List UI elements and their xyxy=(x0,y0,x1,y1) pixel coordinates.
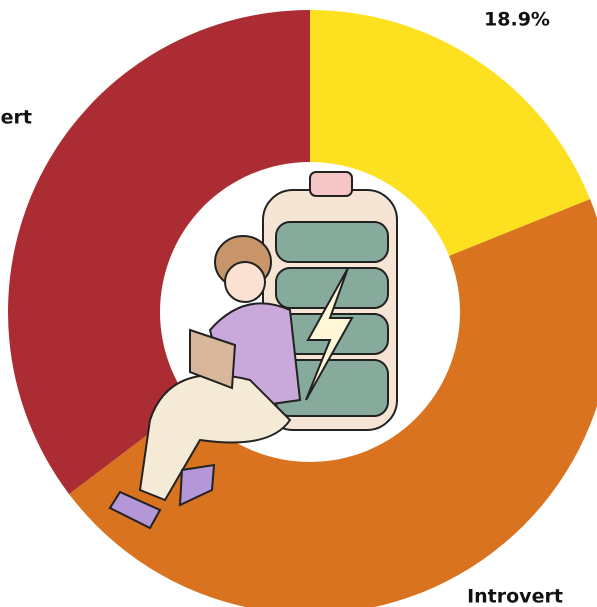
illustration xyxy=(108,171,398,530)
value-label: 18.9% xyxy=(484,9,550,31)
category-label: Introvert xyxy=(467,586,563,607)
donut-slice xyxy=(7,9,311,495)
category-label: Extrovert xyxy=(0,107,32,129)
